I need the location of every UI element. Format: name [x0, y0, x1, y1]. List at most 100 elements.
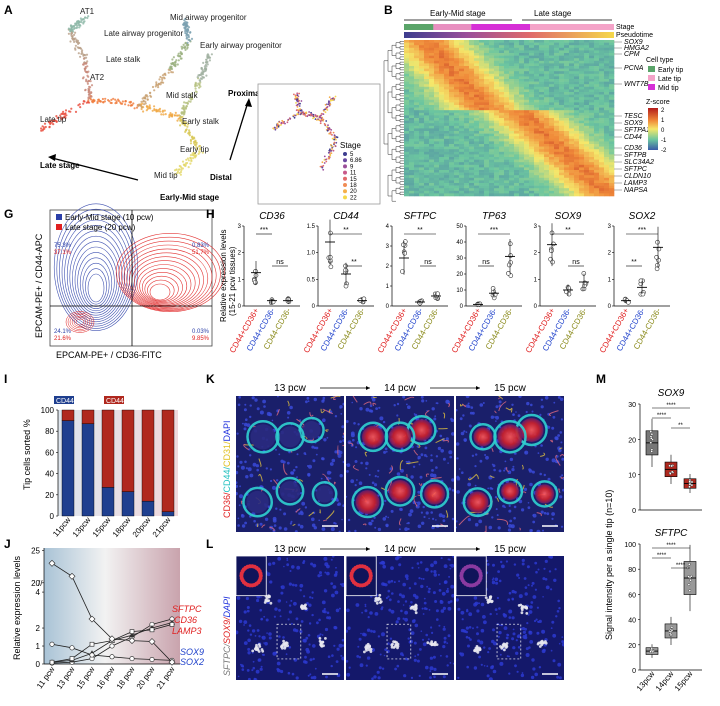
nucleus: [492, 669, 497, 674]
vessel-stain: [352, 396, 358, 403]
zscore-tick: 0: [661, 128, 665, 134]
nucleus: [441, 514, 446, 518]
nucleus: [440, 609, 445, 613]
tick-label: 3: [386, 244, 390, 250]
nucleus: [364, 605, 367, 608]
i-background: [58, 410, 178, 516]
nucleus: [339, 405, 343, 409]
nucleus: [259, 608, 263, 612]
marker-sox9: [149, 657, 155, 663]
nucleus: [419, 561, 423, 564]
vessel-stain: [295, 508, 301, 513]
bar-cd44-cd36pos: [141, 409, 155, 502]
data-point: [670, 628, 674, 632]
panel-A: A AT1 Late airway progenitor Mid airway …: [4, 3, 381, 205]
nucleus: [442, 457, 446, 461]
nucleus: [238, 504, 241, 507]
nucleus: [358, 656, 362, 659]
nucleus: [342, 460, 344, 464]
sig-label: ***: [638, 227, 646, 234]
sftpc-signal: [264, 598, 268, 602]
nucleus: [358, 637, 362, 641]
q3-blue: 24.1%: [54, 329, 72, 335]
tip-lumen: [424, 483, 446, 505]
nucleus: [501, 564, 505, 569]
sig-label: ****: [676, 563, 686, 569]
nucleus: [417, 490, 421, 494]
panel-letter-l: L: [206, 537, 213, 551]
tip-lumen: [473, 427, 493, 447]
sig-label: ****: [666, 543, 676, 549]
nucleus: [319, 571, 322, 575]
vessel-stain: [330, 396, 341, 399]
k-micrograph-1: [236, 396, 344, 532]
flow-contour-ring: [136, 264, 192, 305]
nucleus: [450, 418, 454, 423]
nucleus: [523, 635, 528, 640]
nucleus: [307, 674, 310, 677]
stage-bar-segment: [404, 24, 434, 30]
nucleus: [272, 652, 275, 655]
nucleus: [380, 607, 384, 611]
nucleus: [323, 556, 328, 561]
tick-label: 0: [608, 304, 612, 310]
nucleus: [555, 615, 558, 618]
nucleus: [356, 655, 360, 658]
label-early-airway-progenitor: Early airway progenitor: [200, 41, 282, 50]
sftpc-signal: [414, 603, 418, 607]
nucleus: [293, 601, 297, 606]
nucleus: [236, 455, 239, 458]
sftpc-signal: [256, 648, 260, 652]
nucleus: [476, 626, 479, 629]
panel-letter-m: M: [596, 372, 606, 386]
nucleus: [237, 517, 240, 520]
nucleus: [445, 655, 449, 658]
nucleus: [497, 570, 500, 573]
stage-legend-value: 15: [350, 177, 357, 183]
nucleus: [335, 660, 339, 663]
nucleus: [390, 509, 394, 513]
k-time-arrowhead: [476, 386, 480, 390]
nucleus: [448, 575, 451, 578]
nucleus: [512, 465, 515, 468]
nucleus: [245, 467, 248, 470]
nucleus: [335, 566, 337, 569]
vessel-stain: [308, 511, 314, 517]
vessel-stain: [243, 443, 249, 451]
sftpc-signal: [251, 649, 255, 653]
nucleus: [531, 658, 535, 662]
nucleus: [523, 487, 528, 491]
i-x-label: 15pcw: [91, 515, 113, 539]
nucleus: [251, 651, 254, 654]
sig-label: **: [351, 259, 357, 266]
tip-lumen: [501, 482, 519, 501]
nucleus: [521, 508, 525, 512]
vessel-stain: [506, 467, 509, 472]
bar-label-stage: Stage: [616, 24, 634, 31]
data-point: [549, 248, 554, 253]
nucleus: [297, 523, 301, 527]
arrow-late-stage: [51, 157, 139, 181]
nucleus: [511, 589, 515, 594]
nucleus: [282, 636, 285, 639]
nucleus: [366, 628, 371, 632]
tick-label: 0: [534, 304, 538, 310]
nucleus: [554, 568, 557, 571]
vessel-stain: [326, 510, 335, 520]
tick-label: 0: [632, 508, 636, 515]
nucleus: [469, 638, 472, 641]
nucleus: [309, 658, 313, 662]
nucleus: [468, 636, 471, 640]
nucleus: [422, 505, 425, 509]
nucleus: [450, 563, 454, 568]
nucleus: [296, 565, 301, 570]
nucleus: [402, 617, 405, 620]
tick-label: 40: [456, 240, 463, 246]
nucleus: [399, 556, 402, 559]
nucleus: [433, 417, 437, 421]
nucleus: [236, 596, 241, 600]
sftpc-signal: [375, 601, 379, 605]
j-tick-label: 4: [36, 588, 41, 597]
